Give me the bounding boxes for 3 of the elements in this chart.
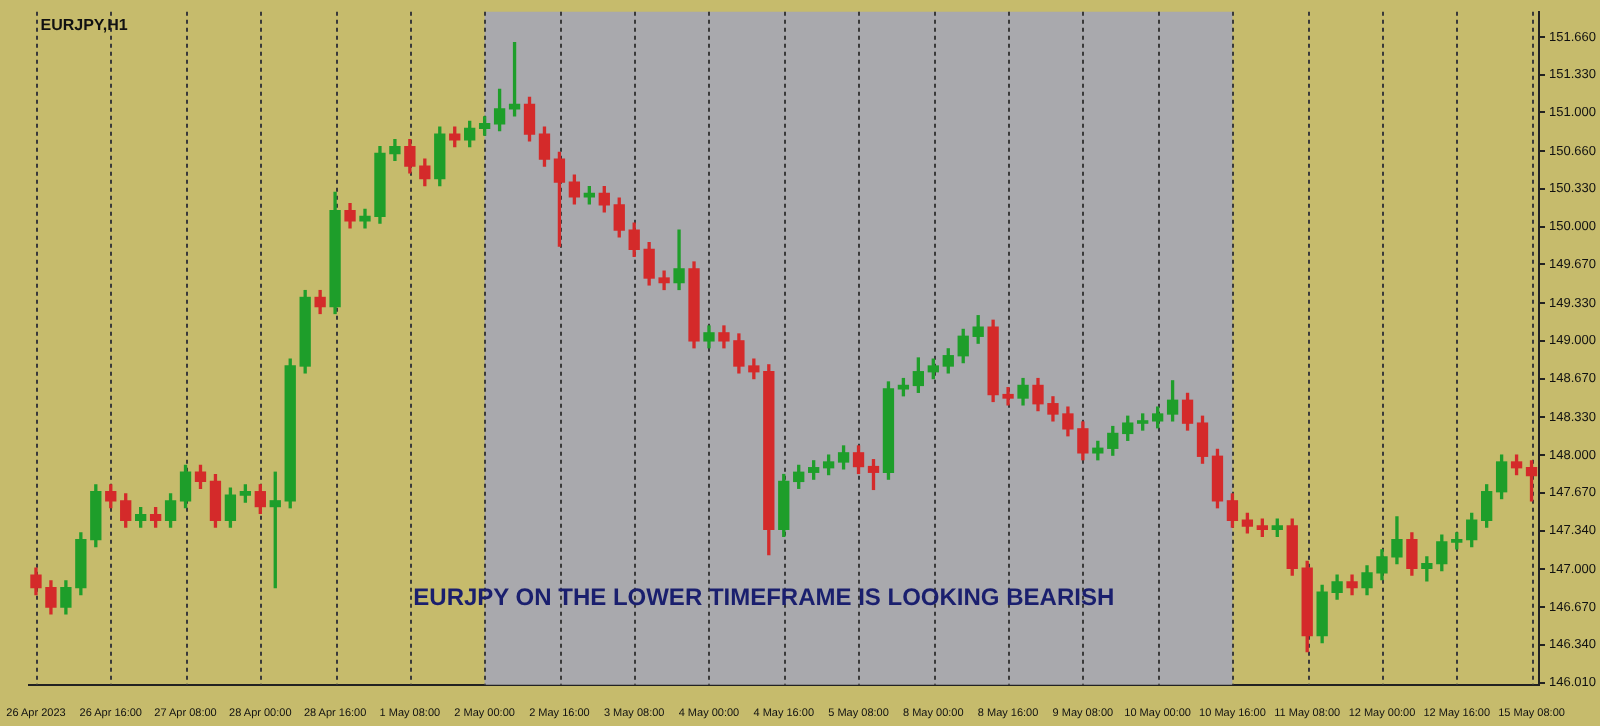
chart-title: EURJPY,H1 — [40, 16, 129, 35]
candlestick — [673, 229, 685, 291]
annotation: EURJPY ON THE LOWER TIMEFRAME IS LOOKING BEARISH — [413, 583, 1115, 612]
